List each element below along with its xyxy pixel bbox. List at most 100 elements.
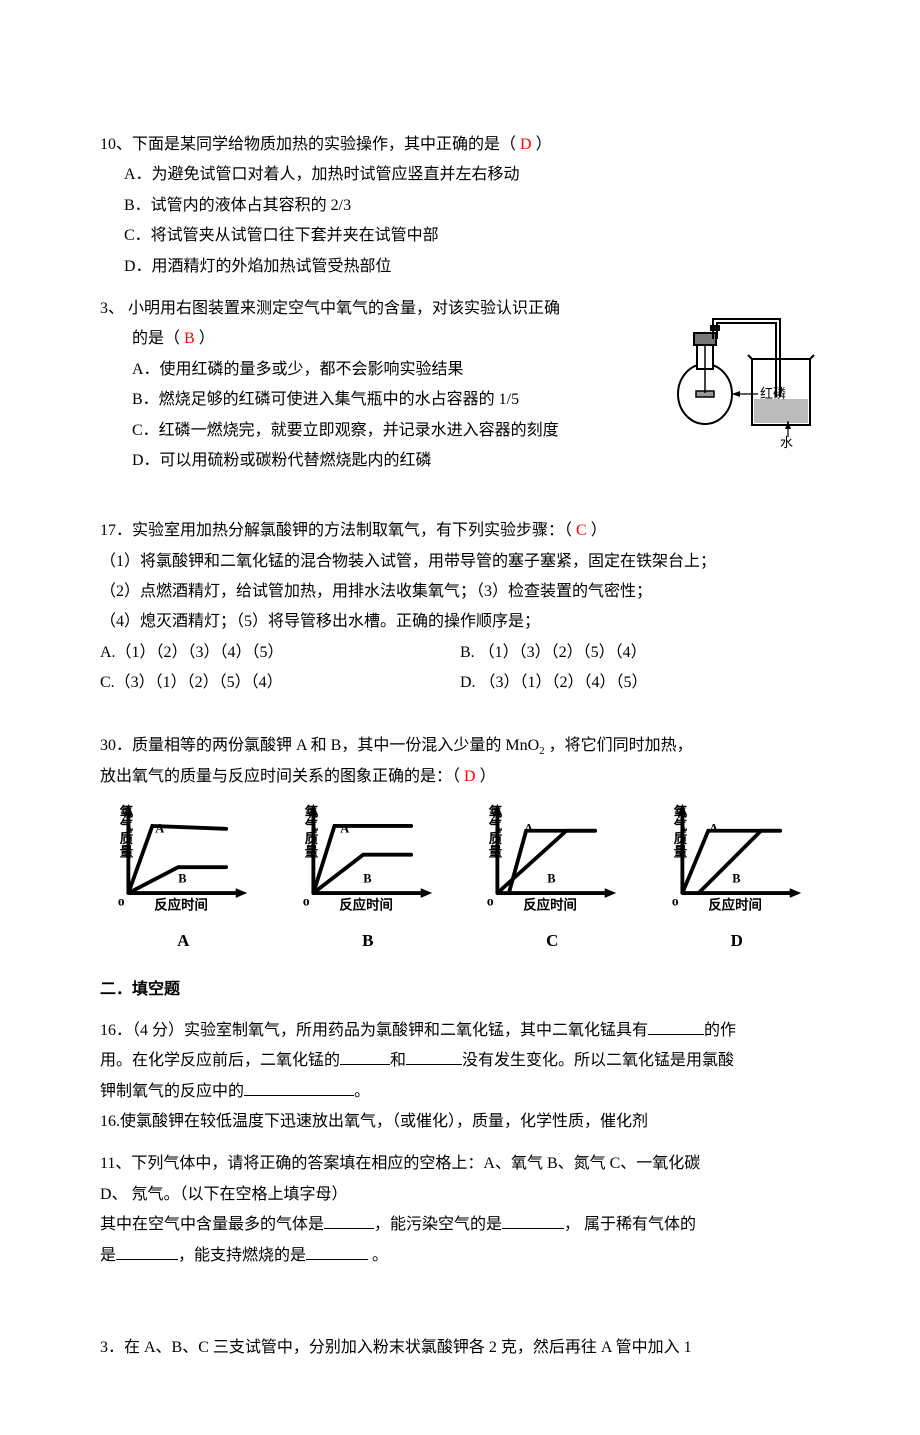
blank-4[interactable]	[244, 1080, 354, 1096]
chart-label-D: D	[731, 925, 743, 957]
q10-option-d: D．用酒精灯的外焰加热试管受热部位	[100, 252, 820, 282]
q11-p4b: ，能支持燃烧的是	[178, 1247, 306, 1264]
question-16: 16．（4 分）实验室制氧气，所用药品为氯酸钾和二氧化锰，其中二氧化锰具有的作 …	[100, 1016, 820, 1138]
blank-1[interactable]	[648, 1019, 704, 1035]
chart-D: 氧气质量反应时间 o A B D	[654, 802, 821, 957]
q16-p3b: 。	[354, 1083, 370, 1100]
label-red-p: 红磷	[760, 386, 786, 401]
q17-stem-a: 17．实验室用加热分解氯酸钾的方法制取氧气，有下列实验步骤：（	[100, 522, 572, 539]
svg-text:B: B	[178, 872, 186, 886]
chart-A: 氧气质量反应时间 o A B A	[100, 802, 267, 957]
q17-option-b: B. （1）（3）（2）（5）（4）	[460, 638, 820, 668]
q17-step-2: （2）点燃酒精灯，给试管加热，用排水法收集氧气；（3）检查装置的气密性；	[100, 577, 820, 607]
q16-p1a: 16．（4 分）实验室制氧气，所用药品为氯酸钾和二氧化锰，其中二氧化锰具有	[100, 1022, 648, 1039]
svg-text:氧气质量: 氧气质量	[119, 803, 134, 859]
chart-B: 氧气质量反应时间oABB	[285, 802, 452, 957]
q17-option-c: C.（3）（1）（2）（5）（4）	[100, 668, 460, 698]
question-3: 红磷 水 3、 小明用右图装置来测定空气中氧气的含量，对该实验认识正确 的是（ …	[100, 294, 820, 476]
q30-charts-row: 氧气质量反应时间oABA氧气质量反应时间oABB氧气质量反应时间oABC氧气质量…	[100, 802, 820, 957]
q10-stem: 10、下面是某同学给物质加热的实验操作，其中正确的是（ D ）	[100, 130, 820, 160]
q30-stem-1a: 30．质量相等的两份氯酸钾 A 和 B，其中一份混入少量的 MnO	[100, 737, 539, 754]
chart-C: 氧气质量反应时间 o A B C	[469, 802, 636, 957]
blank-3[interactable]	[406, 1049, 462, 1065]
blank-6[interactable]	[502, 1213, 564, 1229]
svg-text:反应时间: 反应时间	[155, 896, 209, 912]
q16-answer-line: 16.使氯酸钾在较低温度下迅速放出氧气，（或催化），质量，化学性质，催化剂	[100, 1107, 820, 1137]
q30-stem-2b: ）	[480, 768, 496, 785]
blank-8[interactable]	[306, 1244, 368, 1260]
q17-stem-b: ）	[591, 522, 607, 539]
svg-text:反应时间: 反应时间	[708, 896, 762, 912]
q11-line-1: 11、下列气体中，请将正确的答案填在相应的空格上：A、氧气 B、氮气 C、一氧化…	[100, 1149, 820, 1179]
svg-text:B: B	[732, 872, 740, 886]
q11-line-4: 是 ，能支持燃烧的是 。	[100, 1241, 820, 1271]
label-water: 水	[780, 435, 793, 449]
q16-p2a: 用。在化学反应前后，二氧化锰的	[100, 1052, 340, 1069]
question-3b: 3．在 A、B、C 三支试管中，分别加入粉末状氯酸钾各 2 克，然后再往 A 管…	[100, 1333, 820, 1363]
q11-p4c: 。	[368, 1247, 388, 1264]
svg-text:o: o	[118, 894, 125, 909]
q17-options-row-2: C.（3）（1）（2）（5）（4） D. （3）（1）（2）（4）（5）	[100, 668, 820, 698]
blank-7[interactable]	[116, 1244, 178, 1260]
question-17: 17．实验室用加热分解氯酸钾的方法制取氧气，有下列实验步骤：（ C ） （1）将…	[100, 516, 820, 698]
q16-p1b: 的作	[704, 1022, 736, 1039]
q16-p3a: 钾制氧气的反应中的	[100, 1083, 244, 1100]
chart-label-A: A	[177, 925, 189, 957]
svg-text:A: A	[155, 822, 164, 836]
q30-stem-2a: 放出氧气的质量与反应时间关系的图象正确的是：（	[100, 768, 460, 785]
chart-label-C: C	[546, 925, 558, 957]
q16-p2b: 和	[390, 1052, 406, 1069]
q3-stem-2a: 的是（	[132, 330, 180, 347]
blank-5[interactable]	[324, 1213, 374, 1229]
q16-line-3: 钾制氧气的反应中的 。	[100, 1077, 820, 1107]
svg-text:氧气质量: 氧气质量	[488, 803, 503, 859]
svg-text:反应时间: 反应时间	[524, 896, 578, 912]
q16-p2c: 没有发生变化。所以二氧化锰是用氯酸	[462, 1052, 734, 1069]
q11-p3c: ， 属于稀有气体的	[564, 1216, 696, 1233]
svg-text:o: o	[672, 894, 679, 909]
q30-stem-1b: ，将它们同时加热，	[545, 737, 693, 754]
q16-line-1: 16．（4 分）实验室制氧气，所用药品为氯酸钾和二氧化锰，其中二氧化锰具有 的作	[100, 1016, 820, 1046]
apparatus-svg: 红磷 水	[660, 299, 820, 449]
q17-option-d: D. （3）（1）（2）（4）（5）	[460, 668, 820, 698]
q11-p3b: ，能污染空气的是	[374, 1216, 502, 1233]
q10-option-b: B．试管内的液体占其容积的 2/3	[100, 191, 820, 221]
q11-line-3: 其中在空气中含量最多的气体是 ，能污染空气的是 ， 属于稀有气体的	[100, 1210, 820, 1240]
svg-text:o: o	[487, 894, 494, 909]
q17-step-3: （4）熄灭酒精灯；（5）将导管移出水槽。正确的操作顺序是；	[100, 607, 820, 637]
q11-p3a: 其中在空气中含量最多的气体是	[100, 1216, 324, 1233]
q17-options-row-1: A.（1）（2）（3）（4）（5） B. （1）（3）（2）（5）（4）	[100, 638, 820, 668]
q3b-line-1: 3．在 A、B、C 三支试管中，分别加入粉末状氯酸钾各 2 克，然后再往 A 管…	[100, 1333, 820, 1363]
q17-step-1: （1）将氯酸钾和二氧化锰的混合物装入试管，用带导管的塞子塞紧，固定在铁架台上；	[100, 547, 820, 577]
chart-label-B: B	[362, 925, 373, 957]
svg-text:B: B	[363, 872, 371, 886]
q10-answer: D	[520, 136, 536, 153]
svg-text:氧气质量: 氧气质量	[673, 803, 688, 859]
q11-p4a: 是	[100, 1247, 116, 1264]
section-2-title: 二．填空题	[100, 975, 820, 1005]
svg-text:A: A	[524, 822, 533, 836]
svg-text:氧气质量: 氧气质量	[304, 803, 319, 859]
question-10: 10、下面是某同学给物质加热的实验操作，其中正确的是（ D ） A．为避免试管口…	[100, 130, 820, 282]
q17-answer: C	[576, 522, 591, 539]
q10-option-c: C．将试管夹从试管口往下套并夹在试管中部	[100, 221, 820, 251]
q30-answer: D	[464, 768, 480, 785]
q17-option-a: A.（1）（2）（3）（4）（5）	[100, 638, 460, 668]
q3-figure: 红磷 水	[660, 299, 820, 460]
svg-text:o: o	[303, 894, 310, 909]
q16-line-2: 用。在化学反应前后，二氧化锰的 和 没有发生变化。所以二氧化锰是用氯酸	[100, 1046, 820, 1076]
svg-text:A: A	[709, 822, 718, 836]
q11-line-2: D、 氖气。（以下在空格上填字母）	[100, 1180, 820, 1210]
q3-stem-2b: ）	[199, 330, 215, 347]
question-30: 30．质量相等的两份氯酸钾 A 和 B，其中一份混入少量的 MnO2 ，将它们同…	[100, 731, 820, 958]
svg-text:B: B	[547, 872, 555, 886]
blank-2[interactable]	[340, 1049, 390, 1065]
q30-stem-2: 放出氧气的质量与反应时间关系的图象正确的是：（ D ）	[100, 762, 820, 792]
question-11: 11、下列气体中，请将正确的答案填在相应的空格上：A、氧气 B、氮气 C、一氧化…	[100, 1149, 820, 1271]
q10-stem-text-a: 10、下面是某同学给物质加热的实验操作，其中正确的是（	[100, 136, 516, 153]
q10-option-a: A．为避免试管口对着人，加热时试管应竖直并左右移动	[100, 160, 820, 190]
q30-stem-1: 30．质量相等的两份氯酸钾 A 和 B，其中一份混入少量的 MnO2 ，将它们同…	[100, 731, 820, 762]
svg-text:A: A	[340, 822, 349, 836]
q3-answer: B	[184, 330, 199, 347]
q17-stem: 17．实验室用加热分解氯酸钾的方法制取氧气，有下列实验步骤：（ C ）	[100, 516, 820, 546]
